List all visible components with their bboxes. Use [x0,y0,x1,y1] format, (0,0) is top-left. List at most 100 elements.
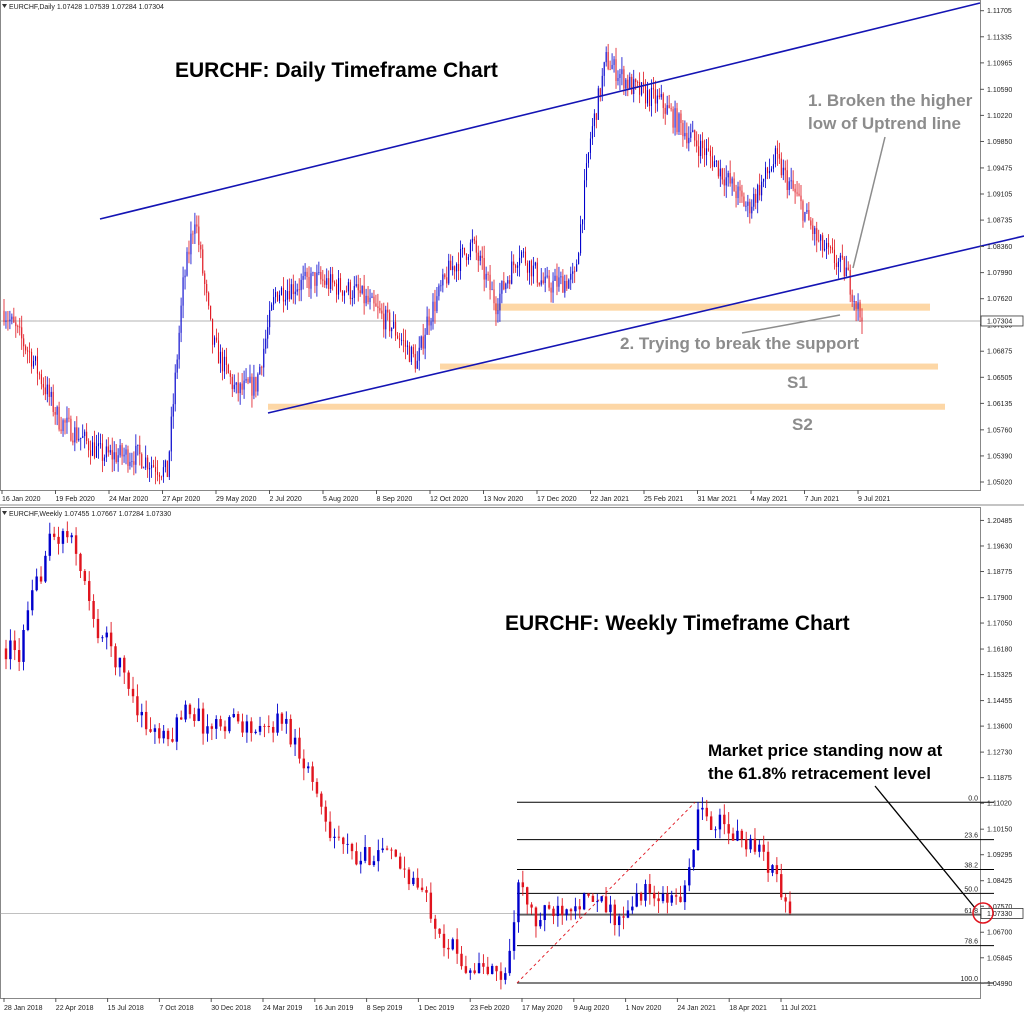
daily-candle-body [448,260,450,284]
weekly-candle-body [162,730,165,739]
weekly-candle-body [631,906,634,911]
daily-candle-body [704,148,706,156]
daily-candle-body [273,297,275,305]
daily-candle-body [243,380,245,390]
weekly-candle-body [775,865,779,875]
daily-candle-body [650,87,652,107]
daily-candle-body [798,193,800,196]
daily-candle-body [416,360,418,369]
daily-candle-body [233,384,235,390]
weekly-candle-body [521,882,525,888]
weekly-candle-body [679,896,682,903]
daily-candle-body [814,228,816,234]
daily-candle-body [566,280,568,289]
weekly-plot-frame [0,507,981,999]
weekly-candle-body [61,531,65,544]
daily-candle-body [192,233,194,235]
daily-candle-body [42,384,44,388]
daily-candle-body [705,148,708,156]
daily-candle-body [265,338,267,349]
weekly-candle-body [79,553,82,572]
daily-candle-body [251,376,253,396]
fib-level-label: 78.6 [964,939,978,946]
daily-candle-body [454,266,456,272]
daily-candle-body [751,206,753,214]
daily-candle-body [658,95,660,98]
daily-candle-body [99,443,101,445]
weekly-candle-body [674,895,678,897]
daily-candle-body [381,310,383,314]
weekly-candle-body [92,600,95,619]
daily-candle-body [111,450,113,460]
daily-candle-body [676,108,678,132]
daily-candle-body [587,152,590,164]
weekly-date-label: 16 Jun 2019 [315,1005,354,1012]
daily-candle-body [692,130,694,133]
weekly-candle-body [184,704,187,720]
daily-candle-body [198,226,200,245]
daily-candle-body [550,287,552,293]
weekly-candle-body [179,717,183,720]
daily-candle-body [739,186,741,191]
weekly-date-label: 24 Jan 2021 [677,1005,716,1012]
daily-header-dropdown-icon[interactable] [2,4,7,8]
weekly-candle-body [552,908,555,916]
daily-candle-body [149,468,151,470]
daily-candle-body [672,109,674,128]
weekly-candle-body [455,939,459,954]
daily-candle-body [338,278,340,295]
daily-candle-body [215,337,218,341]
daily-candle-body [796,192,798,194]
daily-candle-body [623,69,625,89]
daily-candle-body [196,224,198,227]
weekly-candle-body [477,963,481,974]
daily-candle-body [343,291,345,296]
daily-candle-body [115,452,117,462]
daily-candle-body [460,249,462,271]
daily-candle-body [707,148,710,151]
weekly-price-label: 1.11875 [987,775,1012,782]
daily-candle-body [700,140,702,156]
daily-candle-body [644,85,647,104]
daily-candle-body [804,211,806,221]
daily-date-label: 22 Jan 2021 [591,496,630,503]
daily-candle-body [101,443,103,461]
daily-candle-body [129,461,131,466]
daily-candle-body [548,275,550,288]
daily-candle-body [731,178,733,184]
weekly-candle-body [451,939,454,950]
daily-candle-body [729,173,731,184]
daily-candle-body [330,274,332,289]
daily-candle-body [276,292,279,301]
daily-candle-body [296,289,298,292]
weekly-candle-body [140,711,143,716]
daily-candle-body [749,201,751,214]
daily-candle-body [485,273,487,280]
daily-candle-body [290,284,292,300]
daily-candle-body [137,444,139,446]
daily-candle-body [347,282,349,292]
weekly-candle-body [486,966,489,974]
weekly-candle-body [13,640,16,651]
daily-candle-body [52,391,54,412]
daily-candle-body [859,302,861,318]
daily-candle-body [263,348,265,368]
daily-candle-body [135,445,137,465]
weekly-price-label: 1.10150 [987,827,1012,834]
daily-candle-body [7,320,9,322]
weekly-candle-body [390,849,393,851]
weekly-candle-body [464,966,468,973]
daily-candle-body [310,273,312,289]
daily-candle-body [80,437,82,439]
daily-price-label: 1.05020 [987,480,1012,487]
annotation-trying-to-break-support: 2. Trying to break the support [620,334,859,353]
daily-candle-body [568,279,570,289]
weekly-candle-body [653,892,656,899]
weekly-header-dropdown-icon[interactable] [2,511,7,515]
weekly-candle-body [333,836,336,838]
weekly-candle-body [258,725,262,732]
daily-candle-body [208,292,210,306]
weekly-candle-body [482,963,485,967]
weekly-candle-body [193,714,196,721]
weekly-candle-body [311,766,314,782]
